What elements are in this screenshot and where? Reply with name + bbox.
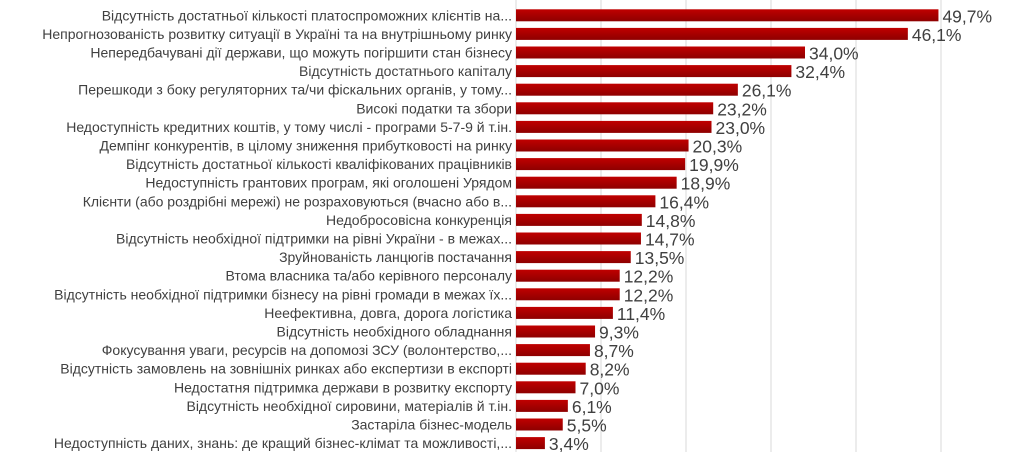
category-label: Перешкоди з боку регуляторних та/чи фіск… <box>78 82 512 98</box>
bar <box>516 344 590 357</box>
category-label: Непередбачувані дії держави, що можуть п… <box>90 45 512 61</box>
category-label: Фокусування уваги, ресурсів на допомозі … <box>102 342 512 358</box>
category-label: Втома власника та/або керівного персонал… <box>225 268 512 284</box>
value-label: 7,0% <box>580 378 620 398</box>
category-label: Відсутність достатньої кількості платосп… <box>102 7 512 23</box>
value-label: 12,2% <box>624 267 674 287</box>
value-label: 49,7% <box>942 6 992 26</box>
category-label: Демпінг конкурентів, в цілому зниження п… <box>100 138 512 154</box>
bar <box>516 139 689 152</box>
value-label: 3,4% <box>549 434 589 452</box>
bar <box>516 195 656 208</box>
bar <box>516 27 908 40</box>
category-label: Відсутність необхідного обладнання <box>277 324 512 340</box>
category-label: Клієнти (або роздрібні мережі) не розрах… <box>83 193 512 209</box>
category-label: Недобросовісна конкуренція <box>326 212 512 228</box>
bars <box>516 9 939 450</box>
bar <box>516 232 641 245</box>
category-label: Неефективна, довга, дорога логістика <box>264 305 512 321</box>
value-label: 12,2% <box>624 285 674 305</box>
bar <box>516 288 620 301</box>
bar <box>516 213 642 226</box>
bar <box>516 65 792 78</box>
category-label: Недостатня підтримка держави в розвитку … <box>174 379 512 395</box>
value-label: 26,1% <box>742 81 792 101</box>
category-label: Застаріла бізнес-модель <box>351 417 512 433</box>
category-label: Відсутність достатньої кількості кваліфі… <box>126 156 512 172</box>
category-label: Недоступність грантових програм, які ого… <box>145 175 512 191</box>
category-label: Відсутність замовлень на зовнішніх ринка… <box>60 361 512 377</box>
value-label: 23,0% <box>716 118 766 138</box>
value-label: 8,2% <box>590 360 630 380</box>
category-labels: Відсутність достатньої кількості платосп… <box>42 7 512 451</box>
category-label: Високі податки та збори <box>356 100 512 116</box>
category-label: Недоступність кредитних коштів, у тому ч… <box>66 119 512 135</box>
value-label: 32,4% <box>795 62 845 82</box>
category-label: Непрогнозованість розвитку ситуації в Ук… <box>42 26 512 42</box>
value-label: 20,3% <box>693 137 743 157</box>
value-label: 9,3% <box>599 323 639 343</box>
value-label: 6,1% <box>572 397 612 417</box>
bar <box>516 158 686 171</box>
value-label: 34,0% <box>809 44 859 64</box>
bar <box>516 325 596 338</box>
category-label: Недоступність даних, знань: де кращий бі… <box>54 435 512 451</box>
bar <box>516 381 576 394</box>
bar <box>516 306 613 319</box>
category-label: Відсутність необхідної сировини, матеріа… <box>186 398 512 414</box>
category-label: Відсутність необхідної підтримки на рівн… <box>116 231 512 247</box>
value-label: 46,1% <box>912 25 962 45</box>
bar <box>516 437 545 450</box>
value-label: 23,2% <box>717 99 767 119</box>
value-label: 18,9% <box>681 174 731 194</box>
bar <box>516 362 586 375</box>
bar <box>516 9 939 22</box>
bar <box>516 176 677 189</box>
category-label: Відсутність достатнього капіталу <box>299 63 512 79</box>
value-label: 13,5% <box>635 248 685 268</box>
value-label: 14,8% <box>646 211 696 231</box>
bar <box>516 120 712 133</box>
bar <box>516 102 714 115</box>
value-label: 14,7% <box>645 230 695 250</box>
category-label: Відсутність необхідної підтримки бізнесу… <box>54 286 512 302</box>
value-label: 11,4% <box>617 304 665 324</box>
value-label: 8,7% <box>594 341 634 361</box>
bar <box>516 46 805 59</box>
bar <box>516 269 620 282</box>
bar <box>516 418 563 431</box>
bar <box>516 251 631 264</box>
value-labels: 49,7%46,1% 34,0%32,4%26,1%23,2%23,0%20,3%… <box>549 6 992 452</box>
bar <box>516 83 738 96</box>
value-label: 19,9% <box>689 155 739 175</box>
value-label: 5,5% <box>567 416 607 436</box>
bar <box>516 399 568 412</box>
value-label: 16,4% <box>659 192 709 212</box>
category-label: Зруйнованість ланцюгів постачання <box>279 249 512 265</box>
